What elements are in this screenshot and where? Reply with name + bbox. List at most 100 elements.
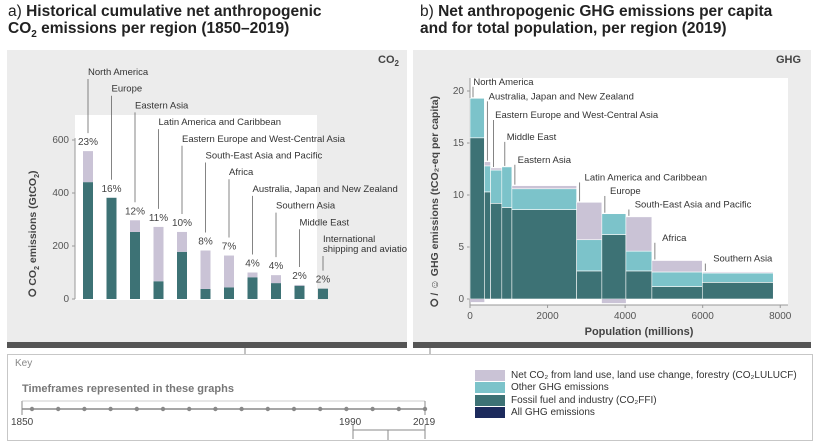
region-label: Latin America and Caribbean <box>585 172 708 183</box>
share-label: 16% <box>101 184 121 195</box>
share-label: 7% <box>222 242 237 253</box>
y-tick-label-b: 10 <box>453 190 465 201</box>
share-label: 4% <box>269 261 284 272</box>
category-label: Eastern Europe and West-Central Asia <box>182 134 346 145</box>
bar-luluc <box>271 275 281 284</box>
category-label: Eastern Asia <box>135 100 189 111</box>
region-other-ghg <box>469 97 485 139</box>
key-box: Key Timeframes represented in these grap… <box>7 354 813 441</box>
category-label: South-East Asia and Pacific <box>206 151 323 162</box>
x-tick-label-b: 2000 <box>536 311 559 322</box>
chart-a: 0 200 400 600 ⭘ CO2 emissions (GtCO2) 23% Nort… <box>27 67 407 305</box>
panel-a-tag: CO2 <box>378 54 399 68</box>
share-label: 4% <box>245 259 260 270</box>
region-other-ghg <box>511 188 577 210</box>
timeline-dot <box>239 406 244 412</box>
timeline-dot <box>422 406 428 412</box>
panel-a-tag-sub: 2 <box>394 59 399 69</box>
region-luluc <box>625 216 653 252</box>
legend-swatch <box>475 394 505 406</box>
region-label: Middle East <box>507 132 557 143</box>
region-luluc <box>701 271 774 274</box>
region-luluc <box>651 260 703 273</box>
category-label: shipping and aviation <box>323 244 407 255</box>
bar-luluc <box>247 272 258 278</box>
bar-ffi <box>247 277 258 299</box>
bar-ffi <box>83 182 93 299</box>
panel-b-letter: b) <box>420 3 434 20</box>
panel-a-tag-main: CO <box>378 54 395 66</box>
region-label: Australia, Japan and New Zealand <box>489 91 634 102</box>
region-ffi <box>701 282 774 300</box>
bar-luluc <box>177 231 187 252</box>
x-tick-label-b: 6000 <box>692 311 715 322</box>
region-luluc-negative <box>601 299 626 304</box>
panel-b-title-line2: and for total population, per region (20… <box>420 20 727 37</box>
bar-luluc <box>224 255 234 288</box>
bar-luluc <box>200 250 211 289</box>
panel-a-letter: a) <box>8 3 22 20</box>
bar-ffi <box>294 285 305 299</box>
y-tick-label-a: 400 <box>52 188 69 199</box>
bar-ffi <box>130 231 140 299</box>
bar-ffi <box>153 281 164 299</box>
region-label: Africa <box>662 233 687 244</box>
panel-b-title: b) Net anthropogenic GHG emissions per c… <box>420 3 810 37</box>
timeline-dot <box>187 406 192 412</box>
category-label: Europe <box>112 84 143 95</box>
region-ffi <box>601 234 627 300</box>
legend-swatch <box>475 369 505 381</box>
panel-a: CO2 0 200 400 600 ⭘ CO2 emissions (GtCO2) 23%… <box>7 50 407 342</box>
timeframes-label: Timeframes represented in these graphs <box>22 383 234 395</box>
region-ffi <box>625 270 653 300</box>
category-label: Southern Asia <box>276 201 336 212</box>
region-luluc-negative <box>470 299 485 303</box>
bar-luluc <box>130 220 140 232</box>
region-luluc <box>484 161 491 167</box>
region-luluc <box>490 167 503 171</box>
category-label: North America <box>88 67 149 78</box>
panel-a-title-prefix: CO <box>8 20 32 37</box>
timeline-dot <box>160 406 166 412</box>
timeline-dot <box>29 406 35 412</box>
legend-swatch <box>475 382 505 394</box>
y-tick-label-b: 20 <box>453 86 465 97</box>
legend-item: Fossil fuel and industry (CO₂FFI) <box>475 394 797 407</box>
region-other-ghg <box>484 165 491 193</box>
region-other-ghg <box>701 272 774 283</box>
x-tick-label-b: 0 <box>467 311 473 322</box>
timeline-dot <box>318 406 323 412</box>
legend-item: Other GHG emissions <box>475 382 797 395</box>
region-other-ghg <box>501 166 513 208</box>
region-other-ghg <box>490 169 503 204</box>
region-other-ghg <box>601 213 627 235</box>
share-label: 11% <box>149 213 168 224</box>
timeline-dot <box>344 406 349 412</box>
panel-b-footer-bar <box>413 342 811 348</box>
region-other-ghg <box>576 239 603 272</box>
legend-swatch <box>475 407 505 419</box>
chart-b: 0 5 10 15 20 0 2000 4000 6000 8000 Population (mil… <box>429 77 792 338</box>
x-tick-label-b: 8000 <box>769 311 792 322</box>
category-label: Latin America and Caribbean <box>159 117 282 128</box>
region-ffi <box>511 209 577 300</box>
bar-luluc <box>294 284 305 286</box>
region-ffi <box>576 270 603 300</box>
timeline-dot <box>108 406 113 412</box>
share-label: 23% <box>78 137 98 148</box>
category-label: Australia, Japan and New Zealand <box>253 184 398 195</box>
key-title: Key <box>15 358 33 369</box>
bar-luluc <box>83 151 93 183</box>
category-label: International <box>323 234 375 245</box>
legend-label: Net CO₂ from land use, land use change, … <box>511 369 797 381</box>
timeline-dot <box>82 406 87 412</box>
year-1850: 1850 <box>11 417 34 428</box>
bar-ffi <box>224 287 234 299</box>
region-label: Southern Asia <box>713 254 773 265</box>
legend-item: All GHG emissions <box>475 407 797 420</box>
share-label: 10% <box>172 218 192 229</box>
y-tick-label-a: 600 <box>52 135 69 146</box>
share-label: 8% <box>198 237 213 248</box>
region-label: North America <box>473 77 534 88</box>
region-ffi <box>501 207 513 300</box>
